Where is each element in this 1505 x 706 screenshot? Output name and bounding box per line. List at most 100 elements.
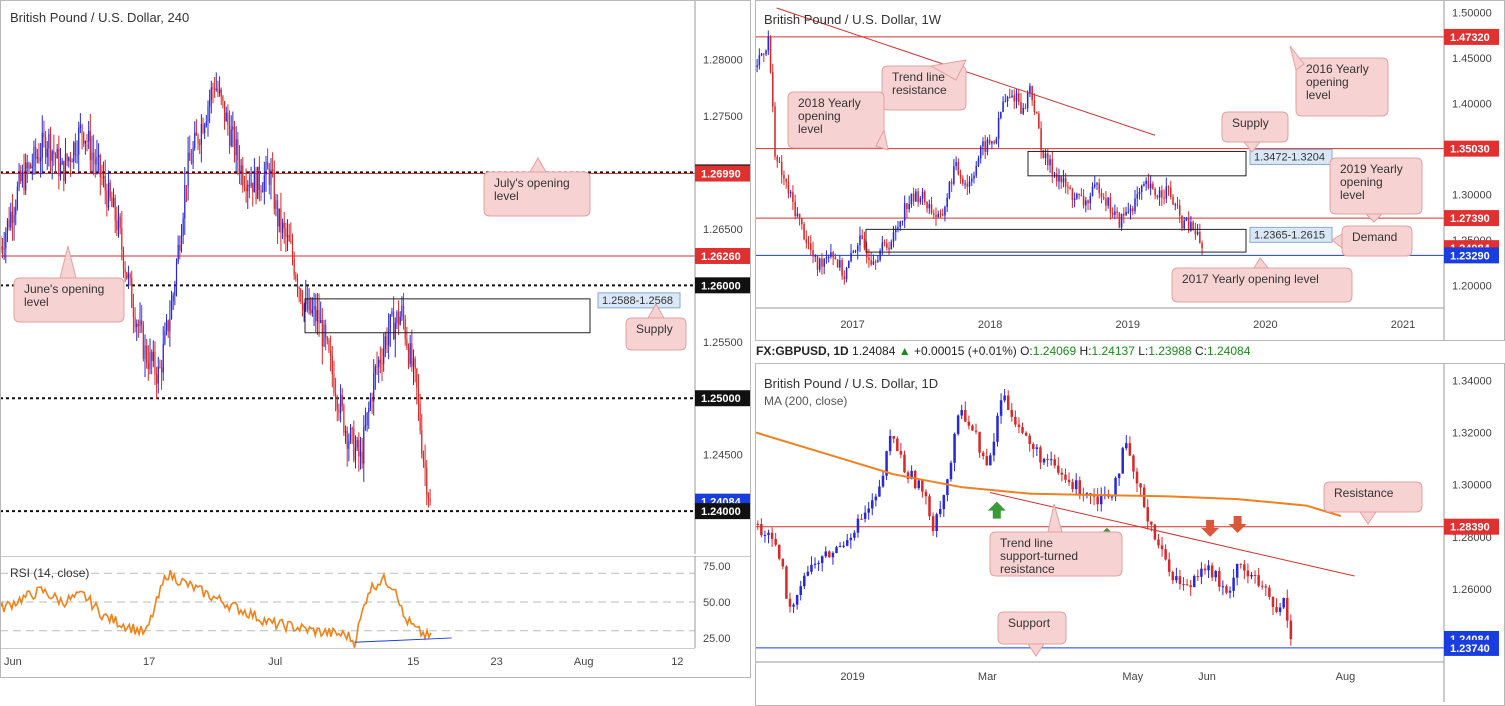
zone-label-bg — [1249, 148, 1333, 165]
callout-text: support-turned — [1000, 549, 1078, 563]
candle-body — [1156, 195, 1159, 198]
candle-body — [1199, 232, 1201, 244]
candle-body — [323, 324, 325, 347]
candle-body — [1235, 563, 1239, 578]
candle-body — [1228, 590, 1232, 593]
callout-pointer — [529, 156, 547, 173]
candle-body — [13, 214, 15, 223]
candle-body — [1078, 480, 1082, 495]
candle-body — [53, 151, 55, 155]
candle-body — [1074, 480, 1078, 490]
callout-pointer — [1359, 511, 1377, 525]
trend-line-support-resistance — [989, 492, 1355, 577]
ma-legend: MA (200, close) — [764, 394, 848, 408]
candle-body — [928, 204, 931, 209]
candle-body — [373, 373, 375, 402]
candle-body — [946, 197, 948, 207]
candle-body — [119, 216, 121, 228]
candle-body — [285, 228, 287, 237]
chart-4h-pane[interactable]: 1.2588-1.25681.280001.275001.270001.2650… — [0, 0, 750, 554]
candle-body — [252, 182, 254, 193]
candle-body — [64, 153, 67, 182]
x-tick-label: Mar — [978, 671, 997, 683]
candle-body — [1167, 559, 1171, 572]
candle-body — [328, 340, 330, 351]
candle-body — [1071, 189, 1074, 201]
candle-body — [411, 343, 413, 367]
candle-body — [190, 160, 193, 164]
candle-body — [877, 260, 879, 262]
candle-body — [774, 106, 776, 157]
candle-body — [1015, 93, 1018, 102]
candle-body — [1107, 197, 1109, 206]
candle-body — [429, 498, 431, 503]
candle-body — [881, 475, 885, 487]
price-badge — [1444, 140, 1499, 157]
candle-body — [831, 552, 835, 558]
candle-body — [187, 152, 189, 187]
candle-body — [210, 87, 212, 100]
candle-body — [98, 155, 100, 158]
chart-1w-pane[interactable]: 1.3472-1.3204 1.2365-1.2615 1.50000 1.45000… — [756, 0, 1505, 340]
candle-body — [303, 304, 305, 311]
y-axis-1d-tick-label: 1.32000 — [1452, 428, 1492, 440]
callout-box — [1323, 481, 1423, 513]
candle-body — [801, 218, 803, 225]
ma200-line — [756, 431, 1342, 517]
candle-body — [1049, 459, 1053, 461]
candle-body — [985, 456, 989, 466]
candle-body — [860, 518, 863, 520]
candle-body — [1040, 128, 1042, 151]
candle-body — [1152, 183, 1154, 189]
candle-body — [856, 245, 859, 252]
candle-body — [192, 147, 194, 164]
candle-body — [899, 221, 902, 228]
candle-body — [1139, 483, 1142, 488]
candle-body — [1147, 180, 1150, 189]
candle-body — [883, 242, 886, 244]
candle-body — [88, 130, 90, 142]
x-axis-4h-svg: Jun 17 Jul 15 23 Aug 12 — [0, 648, 695, 668]
x-tick-label: 2021 — [1391, 319, 1415, 331]
candle-body — [1196, 232, 1199, 235]
candle-body — [760, 523, 763, 536]
candle-body — [1225, 586, 1228, 593]
price-badge-label: 1.23290 — [1450, 250, 1490, 262]
y-axis-4h-tick-label: 1.24500 — [703, 450, 743, 462]
candle-body — [386, 336, 388, 346]
candle-body — [71, 161, 73, 163]
candle-body — [1014, 416, 1017, 425]
candle-body — [121, 227, 123, 250]
candle-body — [144, 345, 146, 359]
candle-body — [1098, 183, 1101, 193]
candle-body — [336, 398, 338, 410]
candle-body — [795, 595, 799, 605]
candle-body — [1055, 173, 1058, 182]
arrow-down-icon — [1201, 519, 1220, 537]
candle-body — [215, 88, 217, 90]
candle-body — [953, 433, 956, 463]
callout-text: opening — [798, 109, 841, 123]
candle-body — [1064, 474, 1067, 480]
candle-body — [834, 257, 837, 260]
candle-body — [852, 251, 855, 253]
candle-body — [932, 213, 935, 215]
callout-text: June's opening — [24, 282, 104, 296]
candle-body — [944, 206, 946, 216]
callout-pointer — [1253, 257, 1270, 269]
candle-body — [1096, 183, 1098, 185]
candle-body — [86, 140, 88, 142]
candle-body — [1264, 586, 1268, 588]
chart-1d-pane[interactable]: 1.340001.320001.300001.280001.260001.240… — [756, 364, 1505, 706]
candle-body — [73, 142, 75, 162]
candle-body — [48, 133, 50, 149]
callout-text: Supply — [636, 322, 673, 336]
candle-body — [175, 262, 178, 286]
candle-body — [232, 126, 234, 130]
candle-body — [223, 100, 226, 122]
price-badge — [695, 277, 750, 294]
candle-body — [1167, 186, 1170, 188]
candle-body — [941, 214, 944, 216]
candle-body — [139, 320, 141, 326]
